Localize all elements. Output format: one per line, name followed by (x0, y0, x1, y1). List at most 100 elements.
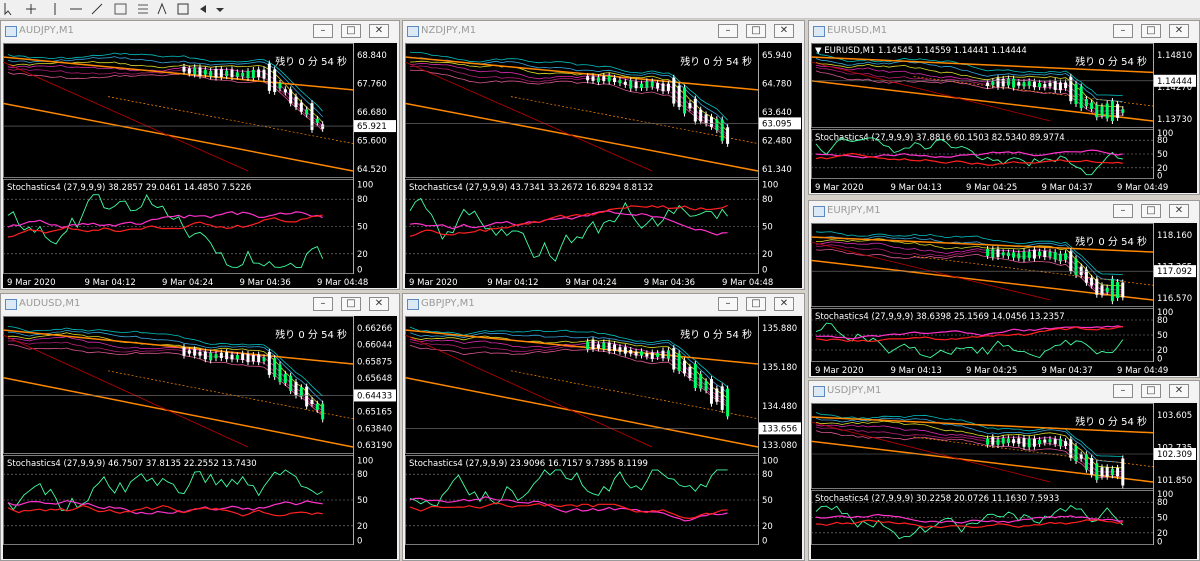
chart-area[interactable]: 65.940 64.780 63.640 62.480 61.340 63.095 残り 0… (405, 43, 802, 288)
window-title: EURUSD,M1 (827, 25, 888, 36)
time-label: 9 Mar 04:48 (317, 278, 368, 288)
chart-window[interactable]: AUDJPY,M1 – □ ✕ 68.840 67.760 66.680 65.600 64.5… (0, 20, 400, 290)
candle (629, 80, 633, 89)
maximize-button[interactable]: □ (746, 24, 766, 38)
chart-area[interactable]: 0.662660.660440.658750.656480.654530.651… (3, 316, 397, 559)
minimize-button[interactable]: – (313, 297, 333, 311)
candle (1116, 104, 1120, 118)
maximize-button[interactable]: □ (1141, 384, 1161, 398)
maximize-button[interactable]: □ (1141, 204, 1161, 218)
candle (187, 350, 191, 354)
close-button[interactable]: ✕ (774, 297, 794, 311)
trend-line (405, 376, 759, 448)
stoch-level: 20 (762, 250, 773, 260)
candle (1038, 439, 1042, 444)
chart-window[interactable]: AUDUSD,M1 – □ ✕ 0.66266 0.66044 0.65875 0.65648… (0, 293, 400, 561)
candle (1095, 279, 1099, 295)
time-label: 9 Mar 04:49 (1117, 183, 1168, 193)
time-label: 9 Mar 04:49 (1117, 366, 1168, 376)
candle (586, 341, 590, 350)
close-button[interactable]: ✕ (1169, 24, 1189, 38)
candle (305, 109, 309, 115)
chart-area[interactable]: 135.880 135.180 134.480 133.080 133.656 残り 0 … (405, 316, 802, 559)
candle (310, 399, 314, 405)
stoch-level: 50 (357, 223, 368, 233)
price-label: 1.13730 (1157, 115, 1192, 125)
candle (230, 69, 234, 78)
countdown: 残り 0 分 54 秒 (275, 328, 347, 341)
title-bar[interactable]: NZDJPY,M1 – □ ✕ (403, 21, 804, 41)
candle (1022, 251, 1026, 260)
candle (299, 102, 303, 112)
stoch-level: 20 (1157, 529, 1168, 539)
close-button[interactable]: ✕ (369, 297, 389, 311)
minimize-button[interactable]: – (313, 24, 333, 38)
trend-line (3, 102, 354, 172)
candle (666, 350, 670, 359)
chart-window[interactable]: NZDJPY,M1 – □ ✕ 65.940 64.780 63.640 62.480 61.3… (402, 20, 805, 290)
chart-area[interactable]: 68.840 67.760 66.680 65.600 64.520 65.921 残り 0… (3, 43, 397, 288)
close-button[interactable]: ✕ (1169, 384, 1189, 398)
close-button[interactable]: ✕ (774, 24, 794, 38)
minimize-button[interactable]: – (718, 297, 738, 311)
title-bar[interactable]: USDJPY,M1 – □ ✕ (809, 381, 1199, 401)
title-bar[interactable]: EURUSD,M1 – □ ✕ (809, 21, 1199, 41)
trend-line (510, 370, 759, 420)
trend-line (107, 96, 354, 144)
time-label: 9 Mar 2020 (409, 278, 457, 288)
candle (623, 347, 627, 354)
candle (1032, 438, 1036, 447)
chart-window[interactable]: GBPJPY,M1 – □ ✕ 135.880 135.180 134.480 133.080… (402, 293, 805, 561)
price-label: 64.780 (762, 80, 792, 90)
maximize-button[interactable]: □ (341, 297, 361, 311)
minimize-button[interactable]: – (1113, 24, 1133, 38)
candle (1105, 103, 1109, 119)
candle (193, 349, 197, 356)
candle (246, 354, 250, 363)
time-label: 9 Mar 2020 (7, 278, 55, 288)
candle (321, 403, 325, 420)
candle (1116, 282, 1120, 298)
countdown: 残り 0 分 54 秒 (1075, 235, 1147, 248)
minimize-button[interactable]: – (718, 24, 738, 38)
chart-window[interactable]: EURJPY,M1–□✕118.160117.365116.570117.092… (808, 200, 1200, 378)
candle (283, 373, 287, 384)
stoch-level: 20 (1157, 164, 1168, 174)
title-bar[interactable]: EURJPY,M1 – □ ✕ (809, 201, 1199, 221)
stoch-level: 50 (1157, 514, 1168, 524)
title-bar[interactable]: AUDJPY,M1 – □ ✕ (1, 21, 399, 41)
minimize-button[interactable]: – (1113, 204, 1133, 218)
candle (289, 89, 293, 104)
title-bar[interactable]: GBPJPY,M1 – □ ✕ (403, 294, 804, 314)
candle (1095, 463, 1099, 480)
price-label: 1.14810 (1157, 51, 1192, 61)
candle (623, 81, 627, 85)
maximize-button[interactable]: □ (746, 297, 766, 311)
chart-area[interactable]: 1.14810 1.14270 1.13730 1.14444 ▼ EURUSD,M1 … (811, 43, 1197, 193)
minimize-button[interactable]: – (1113, 384, 1133, 398)
trend-line (510, 96, 759, 144)
candle (1064, 82, 1068, 89)
candle (1012, 252, 1016, 258)
current-price: 65.921 (357, 122, 387, 132)
stoch-label: Stochastics4 (27,9,9,9) 38.2857 29.0461 … (7, 183, 251, 193)
maximize-button[interactable]: □ (1141, 24, 1161, 38)
candle (241, 72, 245, 77)
candle (1084, 454, 1088, 470)
close-button[interactable]: ✕ (1169, 204, 1189, 218)
current-price: 102.309 (1157, 450, 1192, 460)
title-bar[interactable]: AUDUSD,M1 – □ ✕ (1, 294, 399, 314)
candle (198, 351, 202, 356)
close-button[interactable]: ✕ (369, 24, 389, 38)
candle (1121, 282, 1125, 298)
trend-line (3, 61, 249, 172)
maximize-button[interactable]: □ (341, 24, 361, 38)
time-label: 9 Mar 2020 (815, 366, 863, 376)
chart-window[interactable]: EURUSD,M1 – □ ✕ 1.14810 1.14270 1.13730 1.14444… (808, 20, 1200, 195)
candle (1074, 258, 1078, 276)
candle (1032, 81, 1036, 88)
chart-window[interactable]: USDJPY,M1–□✕103.605102.735101.850102.309… (808, 380, 1200, 561)
